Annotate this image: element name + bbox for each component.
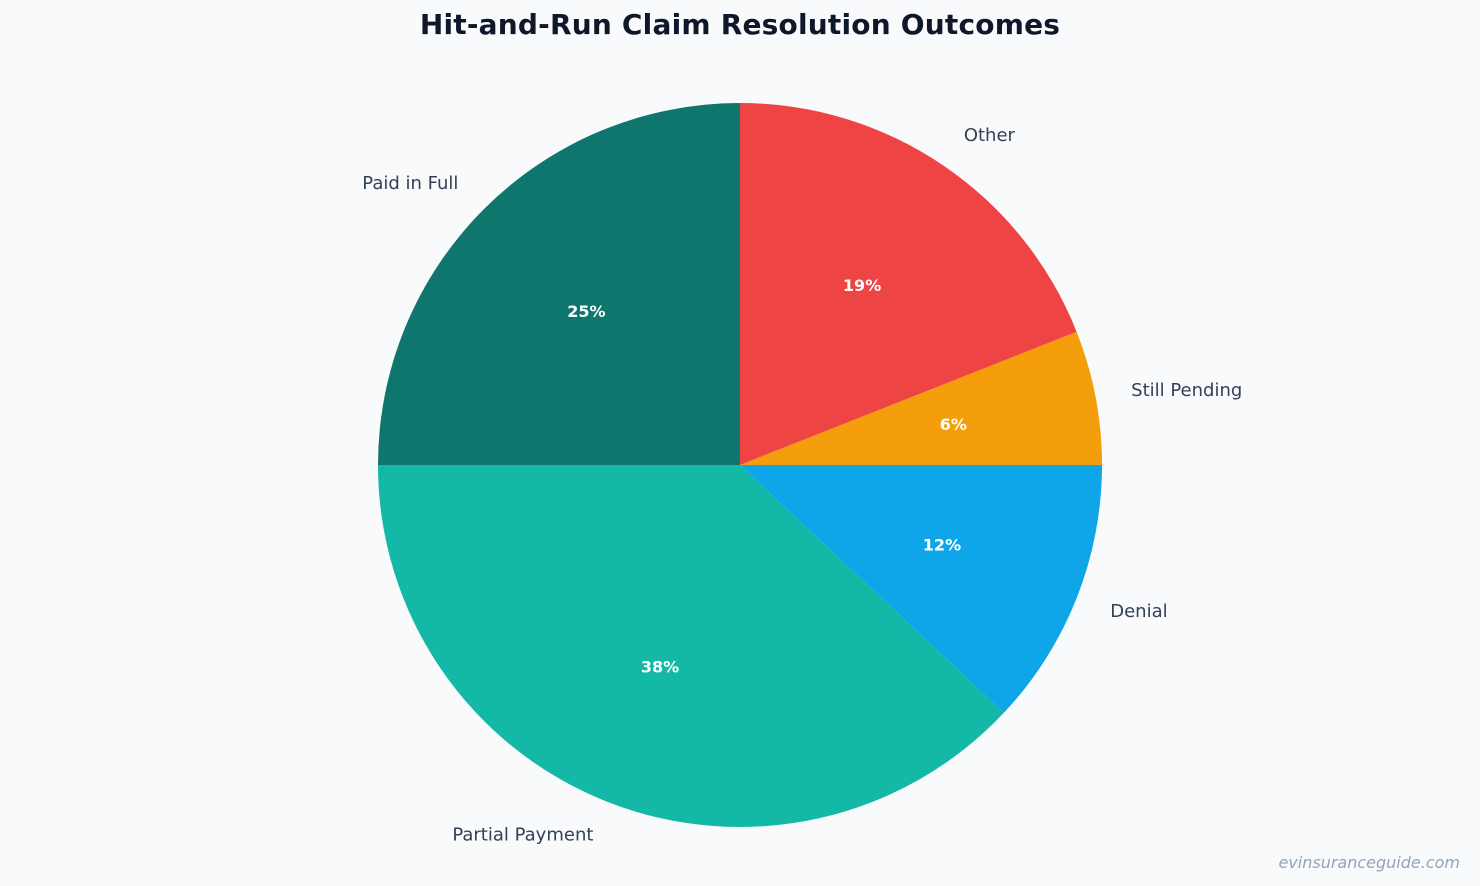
slice-label-paid-in-full: Paid in Full [362, 173, 458, 194]
slice-label-other: Other [964, 125, 1016, 146]
slice-label-denial: Denial [1110, 601, 1167, 622]
slice-value-partial-payment: 38% [641, 657, 679, 676]
slice-value-paid-in-full: 25% [567, 302, 605, 321]
slice-label-still-pending: Still Pending [1131, 380, 1242, 401]
pie-slice-paid-in-full [378, 103, 740, 465]
pie-slice-other [740, 103, 1077, 465]
pie-slice-still-pending [740, 331, 1102, 465]
pie-wedges [378, 103, 1102, 827]
slice-value-other: 19% [843, 276, 881, 295]
pie-labels: Paid in Full 25% Partial Payment 38% Denial 1… [362, 125, 1242, 846]
watermark: evinsuranceguide.com [1278, 853, 1460, 872]
slice-label-partial-payment: Partial Payment [452, 825, 593, 846]
slice-value-still-pending: 6% [940, 415, 967, 434]
pie-slice-denial [740, 465, 1102, 713]
slice-value-denial: 12% [923, 535, 961, 554]
chart-title: Hit-and-Run Claim Resolution Outcomes [419, 8, 1061, 41]
pie-slice-partial-payment [378, 465, 1004, 827]
